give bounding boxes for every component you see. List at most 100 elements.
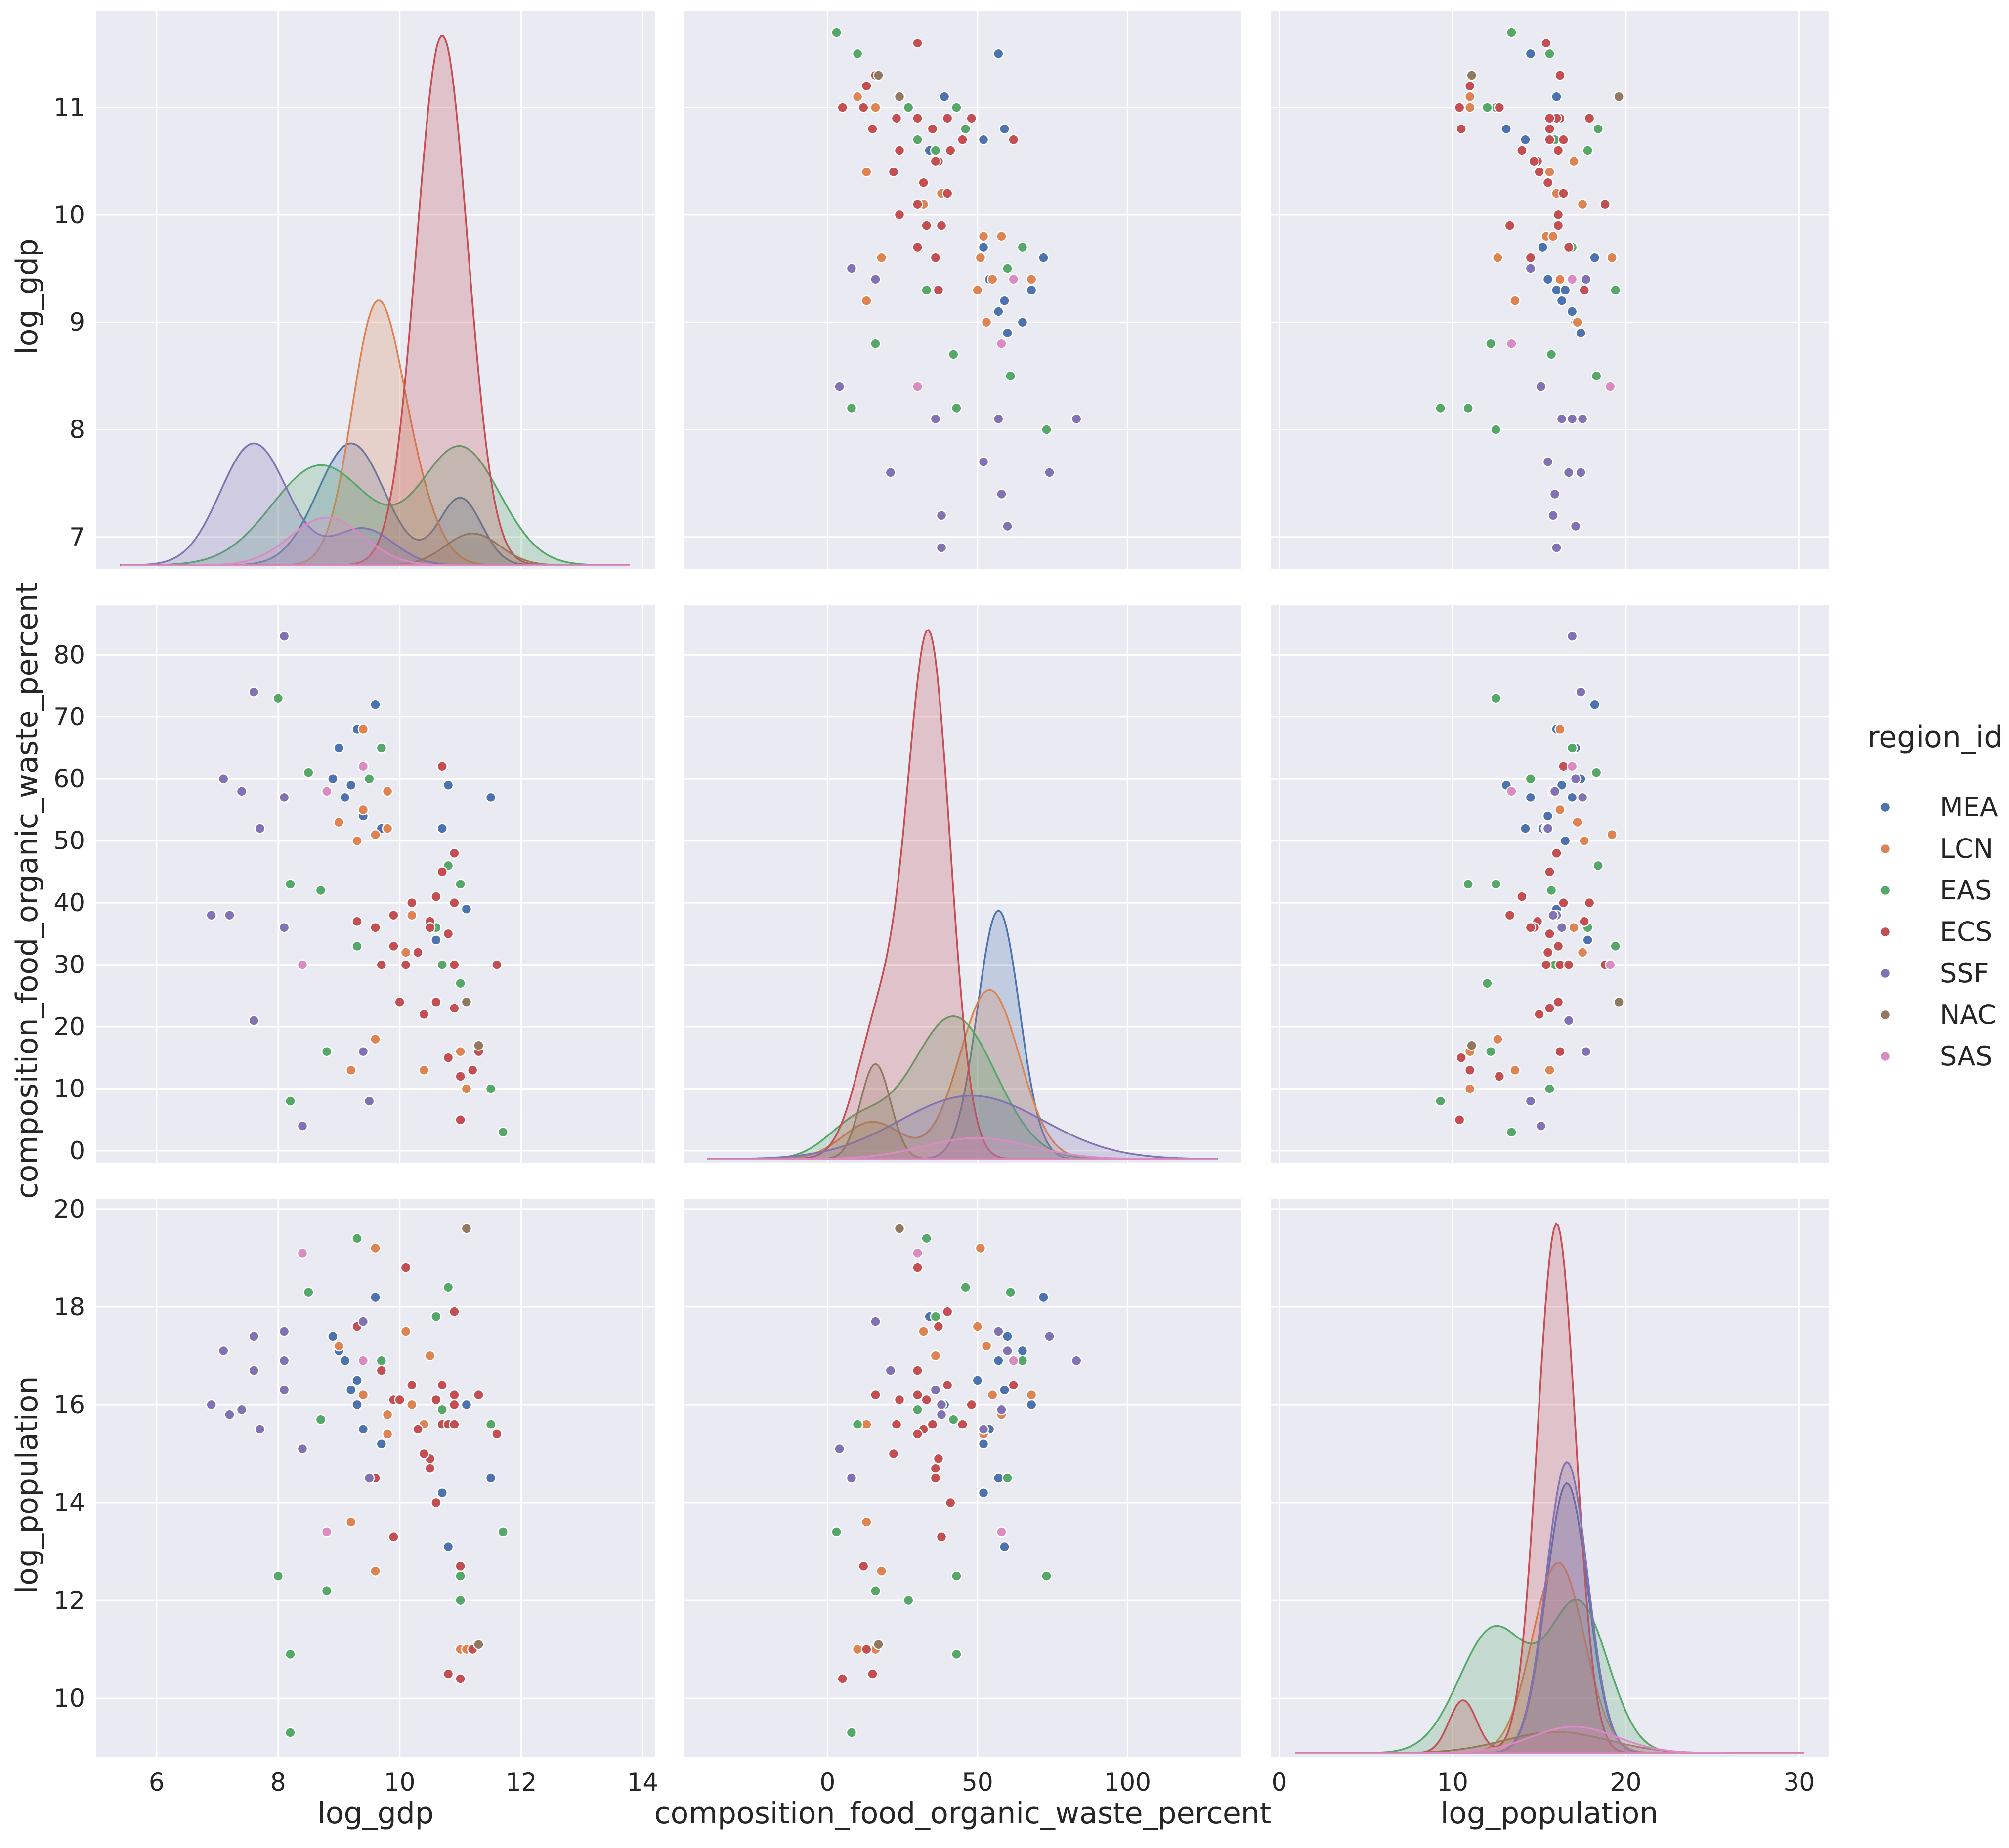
point-ssf [1556, 413, 1568, 425]
x-tick-label: 6 [149, 1768, 165, 1797]
point-mea [1026, 284, 1037, 296]
point-sas [297, 959, 308, 970]
legend-marker [1880, 801, 1891, 813]
point-lcn [400, 947, 412, 958]
point-mea [1566, 792, 1578, 803]
point-ecs [912, 241, 923, 253]
point-ecs [941, 1380, 953, 1391]
point-ecs [912, 1262, 923, 1273]
point-ecs [930, 252, 941, 264]
point-ecs [1464, 80, 1476, 92]
point-ecs [861, 80, 872, 92]
point-lcn [972, 1321, 983, 1332]
point-ecs [1453, 102, 1465, 113]
point-ecs [912, 1428, 923, 1440]
point-ssf [1002, 520, 1013, 532]
point-ecs [436, 866, 448, 878]
y-tick-label: 9 [69, 308, 85, 336]
point-ssf [870, 1316, 881, 1327]
point-mea [461, 903, 472, 915]
point-ecs [449, 1003, 460, 1014]
point-lcn [986, 1389, 998, 1401]
point-mea [333, 742, 344, 754]
point-eas [497, 1526, 509, 1538]
point-eas [321, 1585, 333, 1596]
point-ecs [473, 1389, 484, 1401]
point-lcn [861, 295, 872, 306]
point-lcn [1568, 155, 1580, 167]
point-eas [285, 879, 296, 890]
point-lcn [406, 909, 418, 921]
x-tick-label: 8 [270, 1768, 286, 1797]
legend-item-sas: SAS [1880, 1041, 1993, 1072]
point-mea [1559, 284, 1571, 296]
y-axis-label-food-waste: composition_food_organic_waste_percent [10, 582, 44, 1199]
point-ssf [278, 1384, 290, 1396]
y-tick-label: 80 [53, 640, 85, 669]
point-ecs [491, 1428, 503, 1440]
point-ecs [1494, 102, 1505, 113]
point-mea [972, 1375, 983, 1386]
point-ecs [424, 922, 436, 933]
point-ecs [455, 1071, 466, 1082]
legend-title: region_id [1867, 720, 2003, 755]
point-ssf [936, 542, 947, 553]
point-ssf [1575, 686, 1586, 698]
point-ssf [254, 1424, 266, 1435]
point-mea [1575, 327, 1586, 339]
point-eas [1482, 102, 1493, 113]
x-tick-label: 10 [1437, 1768, 1468, 1797]
point-mea [1556, 295, 1568, 306]
point-eas [272, 1570, 284, 1582]
point-ssf [996, 488, 1007, 500]
point-lcn [370, 1033, 381, 1045]
point-ecs [1551, 847, 1562, 859]
point-ssf [236, 1404, 248, 1416]
point-ssf [834, 1443, 845, 1455]
point-eas [1005, 1286, 1016, 1298]
point-mea [1026, 1399, 1037, 1411]
point-ecs [1552, 996, 1564, 1008]
y-tick-label: 10 [53, 1074, 85, 1103]
point-mea [1038, 1291, 1049, 1303]
point-eas [315, 1414, 327, 1425]
panel-log-gdp-vs-food-waste [684, 11, 1241, 569]
point-ecs [449, 1399, 460, 1411]
point-ecs [870, 1389, 881, 1401]
point-lcn [1509, 1064, 1521, 1076]
point-lcn [345, 1516, 357, 1528]
y-axis-label-log-population: log_population [10, 1376, 44, 1594]
point-eas [930, 145, 941, 156]
point-lcn [1572, 816, 1583, 828]
point-ssf [1044, 1331, 1055, 1342]
point-lcn [981, 316, 992, 328]
point-lcn [400, 1326, 412, 1337]
point-eas [1544, 1083, 1555, 1094]
point-mea [1038, 252, 1049, 264]
point-mea [351, 1375, 363, 1386]
point-ssf [236, 786, 248, 797]
legend-label: NAC [1940, 999, 1996, 1030]
point-ssf [1575, 467, 1586, 478]
point-ecs [1558, 134, 1569, 146]
panel-log-gdp-vs-log-population [1271, 11, 1829, 569]
y-tick-label: 11 [53, 93, 85, 122]
point-lcn [351, 835, 363, 846]
x-tick-label: 0 [1272, 1768, 1287, 1797]
point-eas [1017, 241, 1028, 253]
point-ecs [944, 145, 956, 156]
point-ecs [1544, 113, 1555, 124]
point-ecs [449, 1389, 460, 1401]
point-eas [1041, 424, 1052, 435]
point-ecs [418, 1008, 430, 1020]
point-ecs [412, 947, 424, 958]
point-mea [999, 123, 1010, 135]
point-ecs [1453, 1114, 1465, 1126]
legend-marker [1880, 1009, 1891, 1021]
point-ecs [1583, 113, 1595, 124]
point-ecs [1599, 198, 1611, 210]
point-mea [1582, 934, 1593, 946]
point-ecs [1544, 134, 1555, 146]
point-ssf [1549, 488, 1561, 500]
point-ssf [1549, 786, 1561, 797]
